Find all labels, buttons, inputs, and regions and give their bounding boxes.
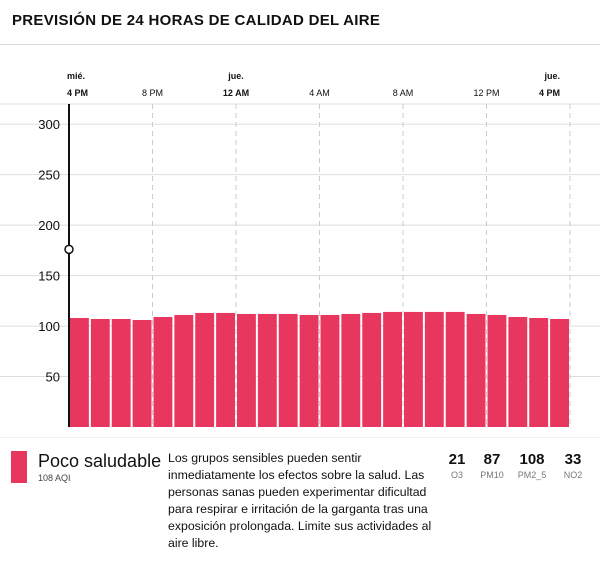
aqi-bar bbox=[383, 311, 402, 427]
y-tick-label: 150 bbox=[38, 269, 60, 284]
time-label: 4 PM bbox=[67, 88, 88, 98]
time-label: 8 PM bbox=[142, 88, 163, 98]
pollutant-name: PM2_5 bbox=[517, 470, 547, 480]
aqi-value-label: 108 AQI bbox=[38, 473, 71, 483]
pollutant-name: NO2 bbox=[563, 470, 583, 480]
aqi-bar bbox=[132, 320, 152, 427]
pollutant-o3: 21 O3 bbox=[446, 451, 468, 480]
level-color-swatch bbox=[11, 451, 27, 483]
y-tick-label: 200 bbox=[38, 218, 60, 233]
aqi-bar bbox=[341, 313, 361, 427]
aqi-bar bbox=[487, 314, 507, 427]
aqi-bar bbox=[508, 316, 528, 427]
time-day-label: jue. bbox=[227, 71, 244, 81]
aqi-bar bbox=[216, 312, 235, 427]
aqi-bar bbox=[195, 312, 215, 427]
aqi-bar bbox=[111, 318, 131, 427]
time-label: 8 AM bbox=[393, 88, 414, 98]
time-day-label: jue. bbox=[543, 71, 560, 81]
aqi-bar bbox=[257, 313, 277, 427]
y-tick-label: 250 bbox=[38, 168, 60, 183]
pollutant-value: 33 bbox=[564, 451, 582, 468]
aqi-summary: Poco saludable 108 AQI Los grupos sensib… bbox=[0, 440, 600, 563]
pollutant-name: O3 bbox=[450, 470, 463, 480]
aqi-bar bbox=[90, 318, 110, 427]
aqi-forecast-chart: mié. 4 PM 8 PM jue. 12 AM 4 AM 8 AM 12 PM jue. 4 … bbox=[0, 71, 600, 438]
pollutant-name: PM10 bbox=[480, 470, 504, 480]
time-day-label: mié. bbox=[67, 71, 85, 81]
aqi-bar bbox=[550, 318, 569, 427]
aqi-bar bbox=[70, 317, 89, 427]
pollutant-pm10: 87 PM10 bbox=[478, 451, 506, 480]
aqi-level-label: Poco saludable bbox=[38, 451, 162, 471]
time-label: 4 PM bbox=[539, 88, 560, 98]
pollutant-value: 87 bbox=[483, 451, 501, 468]
aqi-bar bbox=[466, 313, 486, 427]
page-header: Previsión de 24 horas de calidad del air… bbox=[0, 0, 600, 45]
y-tick-label: 50 bbox=[46, 370, 60, 385]
y-tick-label: 100 bbox=[38, 319, 60, 334]
page-title: Previsión de 24 horas de calidad del air… bbox=[12, 12, 381, 29]
aqi-bar bbox=[174, 314, 194, 427]
aqi-bar bbox=[529, 317, 549, 427]
pollutant-value: 108 bbox=[519, 451, 545, 468]
time-label: 4 AM bbox=[309, 88, 330, 98]
aqi-bar bbox=[362, 312, 382, 427]
time-label: 12 PM bbox=[473, 88, 499, 98]
aqi-bar bbox=[153, 316, 173, 427]
aqi-bar bbox=[424, 311, 444, 427]
pollutant-value: 21 bbox=[448, 451, 466, 468]
pollutant-pm2-5: 108 PM2_5 bbox=[516, 451, 548, 480]
aqi-bar bbox=[278, 313, 298, 427]
aqi-bar bbox=[445, 311, 465, 427]
aqi-description: Los grupos sensibles pueden sentir inmed… bbox=[168, 451, 432, 550]
y-tick-label: 300 bbox=[38, 117, 60, 132]
aqi-bar bbox=[237, 313, 256, 427]
aqi-bar bbox=[299, 314, 319, 427]
time-label: 12 AM bbox=[223, 88, 249, 98]
pollutant-no2: 33 NO2 bbox=[560, 451, 586, 480]
aqi-bar bbox=[320, 314, 340, 427]
current-value-marker bbox=[64, 244, 74, 255]
aqi-bar bbox=[404, 311, 423, 427]
